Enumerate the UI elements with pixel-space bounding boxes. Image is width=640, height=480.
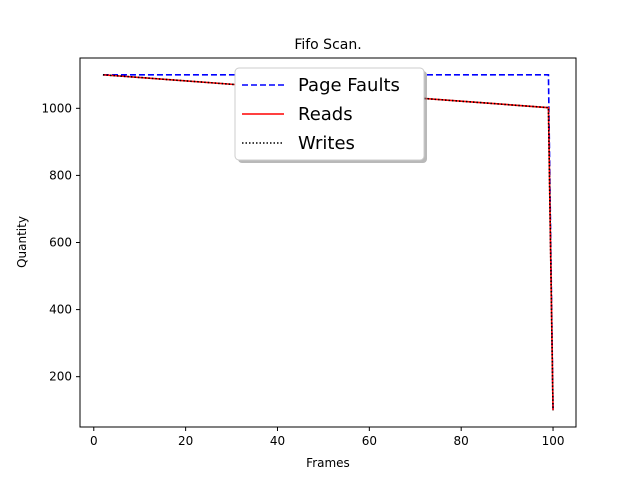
x-axis-label: Frames xyxy=(306,456,350,470)
y-tick-label: 200 xyxy=(49,370,72,384)
legend: Page Faults Reads Writes xyxy=(234,67,427,163)
series-line-writes xyxy=(102,73,554,411)
legend-box xyxy=(234,67,425,161)
legend-label: Page Faults xyxy=(298,75,400,96)
y-tick-label: 600 xyxy=(49,236,72,250)
x-tick-label: 100 xyxy=(542,434,565,448)
x-tick-label: 60 xyxy=(362,434,377,448)
legend-label: Reads xyxy=(298,104,353,125)
y-tick-label: 1000 xyxy=(41,101,72,115)
x-tick-label: 0 xyxy=(90,434,98,448)
x-tick-label: 80 xyxy=(454,434,469,448)
chart-title: Fifo Scan. xyxy=(294,37,361,53)
x-axis: 0 20 40 60 80 100 xyxy=(90,427,565,448)
y-axis-label: Quantity xyxy=(15,216,29,268)
y-axis: 200 400 600 800 1000 xyxy=(41,101,80,384)
legend-label: Writes xyxy=(298,133,355,154)
y-tick-label: 400 xyxy=(49,303,72,317)
x-tick-label: 20 xyxy=(178,434,193,448)
y-tick-label: 800 xyxy=(49,168,72,182)
x-tick-label: 40 xyxy=(270,434,285,448)
